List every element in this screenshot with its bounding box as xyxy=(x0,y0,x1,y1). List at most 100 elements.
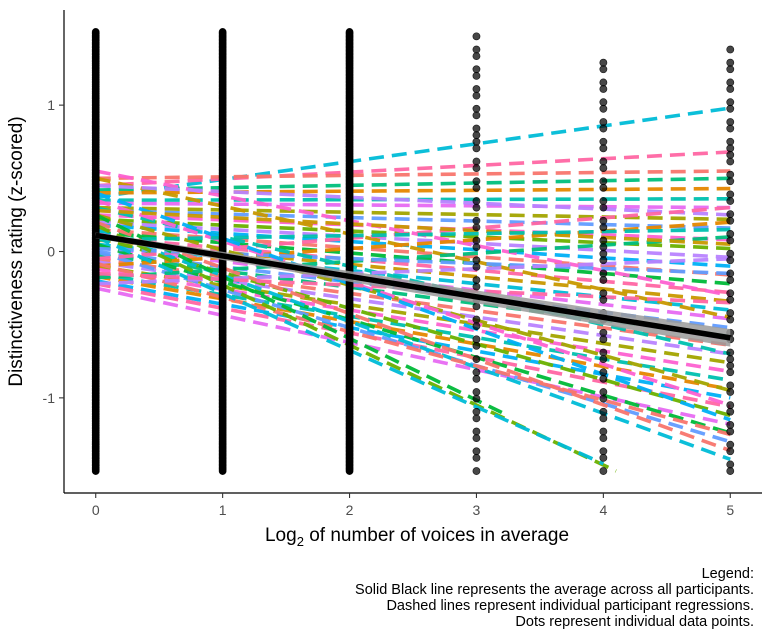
y-tick-label: 0 xyxy=(47,244,55,260)
data-point xyxy=(472,453,481,462)
legend-line-dots: Dots represent individual data points. xyxy=(515,614,754,630)
data-point xyxy=(726,460,735,469)
data-point xyxy=(472,414,481,423)
participant-line-39 xyxy=(95,235,731,280)
data-point xyxy=(345,28,354,36)
x-tick-label: 1 xyxy=(219,502,227,518)
data-point xyxy=(726,440,735,449)
x-axis-title-main: Log xyxy=(265,525,297,546)
data-point xyxy=(726,104,735,113)
participant-line-8 xyxy=(95,205,731,222)
x-axis-title-subscript: 2 xyxy=(297,534,304,549)
data-point xyxy=(599,98,608,107)
participant-line-55 xyxy=(95,227,731,242)
data-point xyxy=(599,328,608,337)
data-point xyxy=(726,65,735,74)
data-point xyxy=(472,256,481,265)
data-point xyxy=(91,28,100,36)
data-point xyxy=(472,394,481,403)
participant-line-37 xyxy=(95,176,731,320)
data-point xyxy=(599,177,608,186)
data-point xyxy=(599,223,608,232)
data-point xyxy=(726,256,735,265)
data-point xyxy=(726,315,735,324)
data-point xyxy=(599,118,608,126)
data-point xyxy=(472,203,481,212)
participant-line-6 xyxy=(95,197,731,203)
data-point xyxy=(599,78,608,87)
data-point xyxy=(599,216,608,225)
participant-line-35 xyxy=(95,227,731,462)
data-point xyxy=(726,58,735,67)
data-point xyxy=(599,85,608,93)
data-point xyxy=(599,144,608,153)
data-point xyxy=(472,355,481,363)
participant-line-40 xyxy=(95,220,731,268)
axes: 0 1 2 3 4 5 -1 0 1 xyxy=(43,10,762,518)
data-point xyxy=(472,388,481,396)
data-point xyxy=(599,276,608,284)
data-point xyxy=(472,315,481,324)
data-point xyxy=(726,289,735,298)
data-point xyxy=(472,111,481,120)
participant-line-16 xyxy=(95,235,731,295)
data-point xyxy=(599,183,608,192)
x-axis-title: Log2 of number of voices in average xyxy=(265,525,569,549)
data-point xyxy=(726,230,735,238)
data-point xyxy=(726,197,735,205)
data-point xyxy=(726,361,735,370)
participant-line-32 xyxy=(95,242,731,435)
data-point xyxy=(726,276,735,284)
y-axis-title: Distinctiveness rating (z-scored) xyxy=(6,116,27,386)
participant-line-1 xyxy=(95,106,731,200)
data-point xyxy=(726,144,735,153)
point-column-0 xyxy=(91,28,100,475)
data-point xyxy=(726,45,735,54)
participant-line-12 xyxy=(95,220,731,260)
data-point xyxy=(726,295,735,304)
data-point xyxy=(472,65,481,74)
data-point xyxy=(599,434,608,443)
participant-line-13 xyxy=(95,223,731,268)
data-point xyxy=(726,348,735,357)
x-tick-label: 3 xyxy=(473,502,481,518)
data-point xyxy=(599,157,608,166)
data-point xyxy=(599,164,608,172)
data-point xyxy=(599,104,608,113)
data-point xyxy=(599,295,608,304)
data-point xyxy=(599,124,608,133)
data-point xyxy=(472,104,481,113)
x-tick-label: 0 xyxy=(92,502,100,518)
data-point xyxy=(472,302,481,311)
data-point xyxy=(726,236,735,245)
data-point xyxy=(599,256,608,265)
data-point xyxy=(726,85,735,93)
data-point xyxy=(472,32,481,41)
x-tick-label: 5 xyxy=(726,502,734,518)
data-point xyxy=(599,243,608,252)
legend-line-average: Solid Black line represents the average … xyxy=(355,582,754,598)
participant-line-4 xyxy=(95,176,731,192)
data-point xyxy=(599,368,608,377)
legend: Legend: Solid Black line represents the … xyxy=(194,566,754,630)
participant-line-49 xyxy=(94,223,617,473)
participant-line-46 xyxy=(95,198,731,407)
data-point xyxy=(726,137,735,146)
data-points xyxy=(91,28,735,475)
data-point xyxy=(472,177,481,186)
data-point xyxy=(599,203,608,212)
participant-line-34 xyxy=(95,220,731,453)
point-column-3 xyxy=(472,32,481,475)
participant-line-25 xyxy=(95,267,731,374)
data-point xyxy=(726,368,735,377)
participant-line-30 xyxy=(95,235,731,418)
data-point xyxy=(599,335,608,344)
data-point xyxy=(472,91,481,100)
x-axis-title-rest: of number of voices in average xyxy=(304,525,569,546)
data-point xyxy=(599,289,608,298)
data-point xyxy=(726,447,735,456)
data-point xyxy=(472,216,481,225)
y-tick-label: -1 xyxy=(43,390,56,406)
data-point xyxy=(599,58,608,67)
data-point xyxy=(726,421,735,429)
